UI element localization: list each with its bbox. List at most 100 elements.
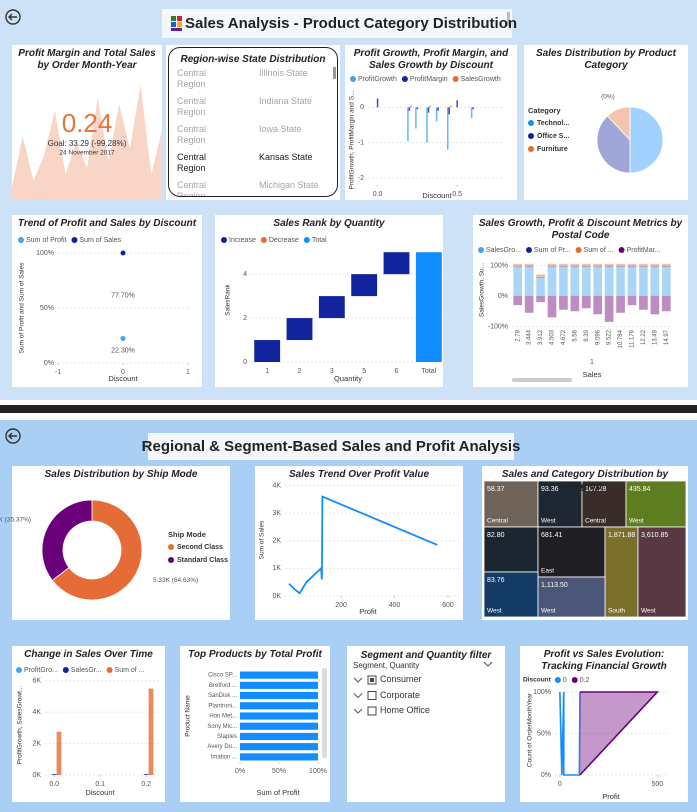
legend-label: ProfitMar... [627,247,661,254]
data-label: 82.80 [487,532,505,539]
legend-label: ProfitMargin [410,76,448,83]
y-tick-label: 100% [490,262,508,269]
x-tick-label: 0.0 [49,781,59,788]
tile [625,480,687,528]
tile-category: East [541,568,554,575]
bar-segment [616,267,625,297]
bar [318,296,345,319]
tile [483,480,539,528]
bar [240,712,318,720]
data-label: 22.30% [111,348,135,355]
bar [408,107,411,111]
legend-label: 0 [563,677,567,684]
bar-segment [581,263,591,267]
x-tick-label: 500 [651,781,663,788]
tile-category: West [541,608,556,615]
legend-marker [554,677,561,683]
x-axis-label: Profit [359,607,377,616]
bar-segment [581,266,591,268]
bar-segment [570,267,580,297]
kpi-date: 24 November 2017 [59,150,115,157]
x-tick-label: 600 [442,602,454,609]
legend-marker [221,237,227,243]
bar [148,688,154,775]
table-cell: Indiana State [259,96,313,106]
bar-segment [536,277,545,297]
bar [351,274,378,297]
chart-title: Profit Margin and Total Sales by Order M… [18,48,156,71]
checkbox[interactable] [367,706,377,716]
tile-category: Central [487,518,509,525]
x-tick-label: 5.56 [572,329,578,341]
legend-label: 0.2 [580,677,590,684]
bar-segment [547,296,557,318]
chart-title: Sales Trend Over Profit Value [288,469,430,480]
back-button[interactable] [5,428,21,444]
bar [449,105,452,108]
data-label: 167.28 [585,486,607,493]
bar [415,107,417,129]
x-tick-label: 0 [121,369,125,376]
bar [240,691,318,700]
tile-category: South [608,608,625,615]
slicer-item[interactable]: Consumer [380,674,422,684]
tile-category: West [541,518,556,525]
bar-segment [650,296,660,315]
data-label: 681.41 [541,532,563,539]
y-tick-label: 2K [32,740,41,747]
scrollbar [322,668,327,758]
x-tick-label: 1 [186,369,190,376]
bar [415,252,442,362]
legend-marker [168,544,174,550]
bar-segment [559,267,568,297]
chart-title: Trend of Profit and Sales by Discount [17,218,197,229]
scrollbar [512,378,572,382]
back-button[interactable] [5,9,21,25]
legend-marker [168,557,174,563]
title-icon [171,16,182,31]
bar-segment [639,296,648,310]
x-axis-label: Sum of Profit [256,788,300,797]
legend-label: Furniture [537,146,568,153]
title-banner [162,9,512,38]
chart-title: Sales and Category Distribution by Regio… [501,469,669,492]
bar [446,107,449,150]
slicer-item[interactable]: Home Office [380,705,430,715]
legend-marker [528,146,534,152]
y-tick-label: 50% [40,305,54,312]
y-tick-label: 0% [44,360,54,367]
bar [383,252,410,275]
x-axis-label: Sales [583,370,602,379]
y-tick-label: 50% [537,730,551,737]
checkbox[interactable] [367,691,377,700]
x-tick-label: 9.522 [607,329,613,345]
bar [448,107,450,115]
slice [606,106,631,142]
bar [407,107,409,141]
checkbox-partial [370,678,374,682]
data-label: 1,871.88 [608,532,635,539]
data-label: 77.70% [111,293,135,300]
legend-title: Ship Mode [168,530,206,539]
kpi-value: 0.24 [62,108,113,138]
bar-segment [559,263,568,267]
legend-marker [303,237,310,243]
y-tick-label: 4 [243,271,247,278]
legend-marker [71,237,78,243]
legend-label: Increase [229,237,256,244]
x-tick-label: Total [421,368,436,375]
bar-segment [650,266,660,268]
bar [51,774,57,775]
bar [437,107,439,111]
bar-segment [547,266,557,268]
slicer-item[interactable]: Corporate [380,689,421,700]
legend-label: Sum of ... [115,667,145,674]
legend-label: SalesGro... [486,247,521,254]
legend-title: Category [528,106,561,115]
tile-category: West [629,518,644,525]
table-cell: Illinois State [259,68,308,78]
bar-segment [581,296,591,309]
panel [12,215,202,387]
x-tick-label: 0.5 [452,191,462,198]
bar-segment [593,267,603,297]
